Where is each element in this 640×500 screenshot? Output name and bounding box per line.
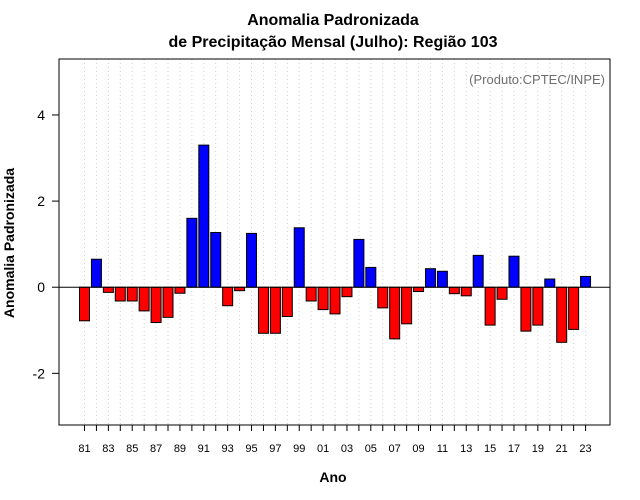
x-tick-label: 07 [389,443,401,455]
bar-1985 [126,286,138,302]
bar-1994 [234,286,246,292]
x-tick-label: 01 [317,443,329,455]
y-axis: -2 0 2 4 [33,107,59,381]
x-axis-label: Ano [319,469,346,485]
bar-2002 [329,286,341,315]
bar-1992 [210,232,222,288]
bar-2015 [484,286,496,326]
y-tick-label: 0 [37,279,45,295]
x-tick-label: 89 [174,443,186,455]
bar-2012 [448,286,460,295]
vertical-grid [84,59,587,425]
x-tick-label: 87 [150,443,162,455]
bar-2007 [389,286,401,340]
annotation-source: (Produto:CPTEC/INPE) [469,72,605,87]
bar-2021 [556,286,568,343]
chart-title-line2: de Precipitação Mensal (Julho): Região 1… [169,34,498,51]
bar-2011 [436,270,448,288]
bar-2023 [580,275,592,288]
x-tick-label: 23 [579,443,591,455]
bar-2005 [365,266,377,288]
y-tick-label: 2 [37,193,45,209]
x-tick-label: 13 [460,443,472,455]
x-tick-label: 93 [222,443,234,455]
bar-1998 [281,286,293,317]
x-tick-label: 99 [293,443,305,455]
bar-1991 [198,144,210,288]
bar-2020 [544,278,556,288]
x-tick-label: 95 [245,443,257,455]
bar-1999 [293,227,305,288]
x-tick-label: 85 [126,443,138,455]
x-tick-label: 81 [78,443,90,455]
bar-1989 [174,286,186,294]
bar-1983 [102,286,114,293]
bar-2022 [568,286,580,330]
x-tick-label: 97 [269,443,281,455]
bar-2009 [413,286,425,293]
x-tick-label: 19 [532,443,544,455]
bar-2004 [353,238,365,288]
bar-2001 [317,286,329,311]
bars [79,144,592,343]
x-tick-label: 09 [412,443,424,455]
x-tick-label: 15 [484,443,496,455]
bar-1982 [90,258,102,288]
bar-1987 [150,286,162,324]
bar-2010 [424,268,436,288]
x-tick-label: 17 [508,443,520,455]
bar-1981 [79,286,90,322]
bar-1997 [269,286,281,334]
bar-2003 [341,286,353,298]
bar-1996 [257,286,269,334]
bar-2014 [472,254,484,288]
x-tick-label: 03 [341,443,353,455]
x-tick-label: 11 [437,443,448,455]
y-tick-label: 4 [37,107,45,123]
plot-frame [58,58,611,426]
y-tick-label: -2 [33,365,46,381]
bar-2013 [460,286,472,297]
x-tick-label: 91 [198,443,210,455]
x-tick-label: 83 [102,443,114,455]
bar-1995 [246,232,258,288]
bar-1986 [138,286,150,312]
bar-1988 [162,286,174,318]
x-tick-label: 21 [556,443,568,455]
y-axis-label: Anomalia Padronizada [1,168,17,318]
bar-2019 [532,286,544,326]
bar-2018 [520,286,532,332]
bar-2017 [508,255,520,288]
bar-1984 [114,286,126,302]
bar-2000 [305,286,317,302]
chart-title-line1: Anomalia Padronizada [247,12,419,29]
bar-1993 [222,286,234,307]
x-axis: 81 83 85 87 89 91 93 95 97 99 01 03 05 07 09 11 13 15 17 19… [78,425,592,455]
bar-1990 [186,217,198,288]
x-tick-label: 05 [365,443,377,455]
bar-2016 [496,286,508,300]
bar-2008 [401,286,413,325]
bar-2006 [377,286,389,309]
